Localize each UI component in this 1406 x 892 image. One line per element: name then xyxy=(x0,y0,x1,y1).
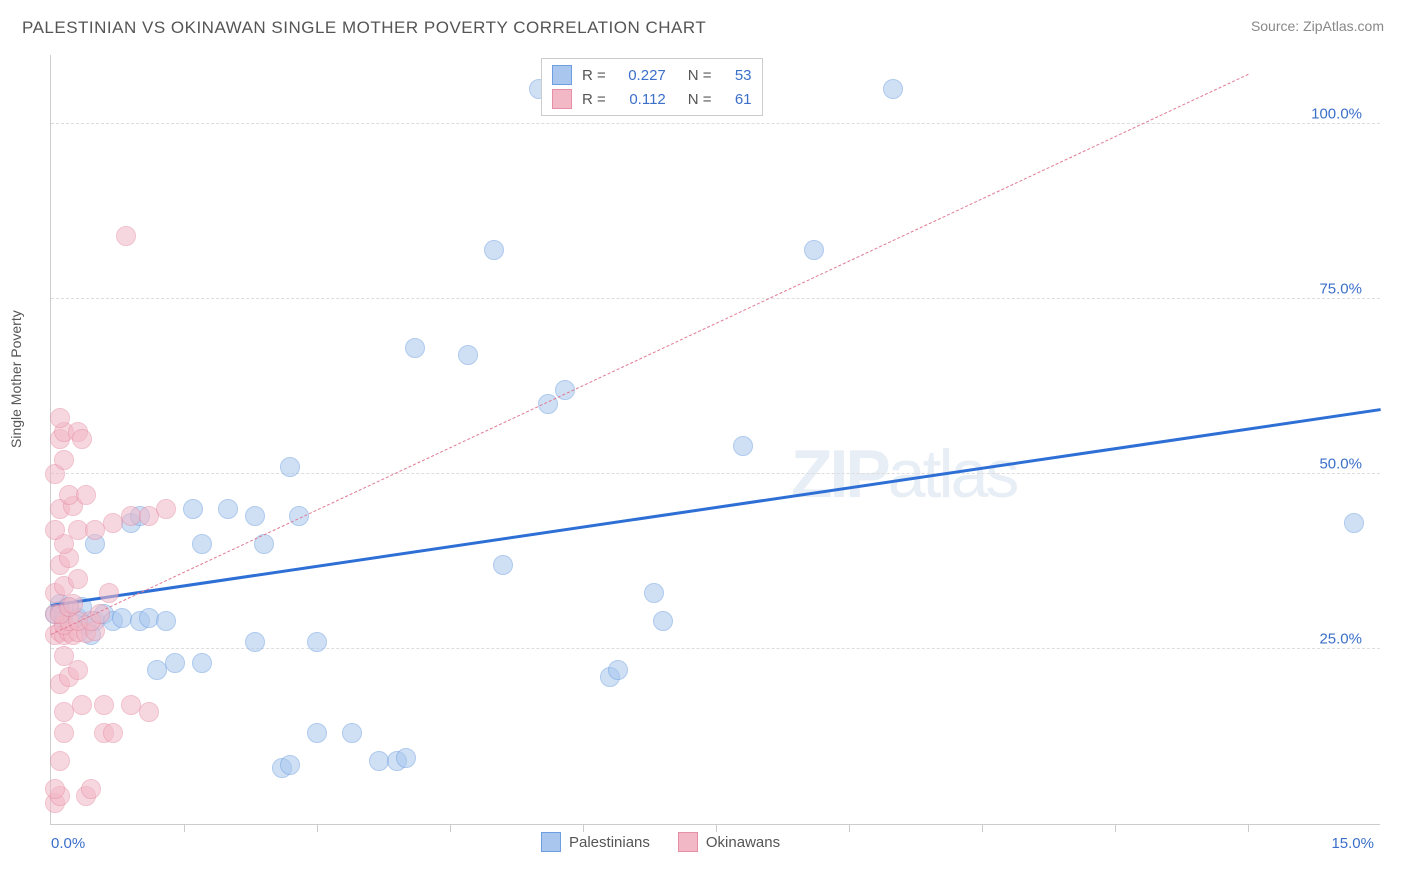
gridline xyxy=(51,473,1380,474)
data-point xyxy=(289,506,309,526)
x-tick xyxy=(317,824,318,832)
stat-r-value: 0.227 xyxy=(616,67,666,84)
x-tick xyxy=(716,824,717,832)
x-tick-label: 15.0% xyxy=(1331,835,1374,852)
data-point xyxy=(147,660,167,680)
x-tick xyxy=(849,824,850,832)
data-point xyxy=(76,485,96,505)
stat-n-value: 53 xyxy=(722,67,752,84)
data-point xyxy=(733,436,753,456)
data-point xyxy=(103,723,123,743)
data-point xyxy=(139,702,159,722)
y-tick-label: 25.0% xyxy=(1319,631,1362,648)
data-point xyxy=(804,240,824,260)
legend-item: Okinawans xyxy=(678,832,780,852)
stat-n-value: 61 xyxy=(722,91,752,108)
stat-r-label: R = xyxy=(582,91,606,108)
data-point xyxy=(342,723,362,743)
data-point xyxy=(99,583,119,603)
data-point xyxy=(50,408,70,428)
data-point xyxy=(81,779,101,799)
y-tick-label: 100.0% xyxy=(1311,106,1362,123)
legend-item: Palestinians xyxy=(541,832,650,852)
data-point xyxy=(307,632,327,652)
color-swatch xyxy=(552,65,572,85)
y-tick-label: 75.0% xyxy=(1319,281,1362,298)
data-point xyxy=(245,506,265,526)
data-point xyxy=(116,226,136,246)
x-tick xyxy=(982,824,983,832)
stat-n-label: N = xyxy=(688,91,712,108)
legend-label: Palestinians xyxy=(569,834,650,851)
data-point xyxy=(54,450,74,470)
data-point xyxy=(245,632,265,652)
data-point xyxy=(608,660,628,680)
stat-r-value: 0.112 xyxy=(616,91,666,108)
data-point xyxy=(156,611,176,631)
x-tick-label: 0.0% xyxy=(51,835,85,852)
data-point xyxy=(484,240,504,260)
scatter-chart: ZIPatlas R =0.227N =53R =0.112N =61 Pale… xyxy=(50,55,1380,825)
color-swatch xyxy=(678,832,698,852)
data-point xyxy=(192,653,212,673)
y-tick-label: 50.0% xyxy=(1319,456,1362,473)
data-point xyxy=(458,345,478,365)
data-point xyxy=(45,779,65,799)
data-point xyxy=(644,583,664,603)
x-tick xyxy=(1248,824,1249,832)
data-point xyxy=(405,338,425,358)
stat-r-label: R = xyxy=(582,67,606,84)
data-point xyxy=(63,594,83,614)
data-point xyxy=(165,653,185,673)
legend-stat-row: R = 0.227 N = 53 xyxy=(552,63,752,87)
color-swatch xyxy=(552,89,572,109)
watermark: ZIPatlas xyxy=(791,435,1016,513)
data-point xyxy=(883,79,903,99)
data-point xyxy=(493,555,513,575)
data-point xyxy=(396,748,416,768)
data-point xyxy=(280,457,300,477)
source-attribution: Source: ZipAtlas.com xyxy=(1251,18,1384,34)
data-point xyxy=(653,611,673,631)
data-point xyxy=(94,695,114,715)
series-legend: Palestinians Okinawans xyxy=(541,832,780,852)
legend-stat-row: R = 0.112 N = 61 xyxy=(552,87,752,111)
stats-legend: R = 0.227 N = 53 R = 0.112 N = 61 xyxy=(541,58,763,116)
stat-n-label: N = xyxy=(688,67,712,84)
data-point xyxy=(54,723,74,743)
x-tick xyxy=(583,824,584,832)
data-point xyxy=(45,520,65,540)
data-point xyxy=(54,646,74,666)
gridline xyxy=(51,298,1380,299)
data-point xyxy=(156,499,176,519)
data-point xyxy=(1344,513,1364,533)
data-point xyxy=(307,723,327,743)
data-point xyxy=(50,751,70,771)
trend-line xyxy=(51,74,1248,635)
data-point xyxy=(112,608,132,628)
gridline xyxy=(51,123,1380,124)
data-point xyxy=(183,499,203,519)
color-swatch xyxy=(541,832,561,852)
x-tick xyxy=(1115,824,1116,832)
data-point xyxy=(192,534,212,554)
data-point xyxy=(280,755,300,775)
y-axis-label: Single Mother Poverty xyxy=(8,310,24,448)
legend-label: Okinawans xyxy=(706,834,780,851)
x-tick xyxy=(450,824,451,832)
chart-title: PALESTINIAN VS OKINAWAN SINGLE MOTHER PO… xyxy=(22,18,706,38)
x-tick xyxy=(184,824,185,832)
data-point xyxy=(72,695,92,715)
data-point xyxy=(139,608,159,628)
data-point xyxy=(218,499,238,519)
data-point xyxy=(72,429,92,449)
data-point xyxy=(68,569,88,589)
